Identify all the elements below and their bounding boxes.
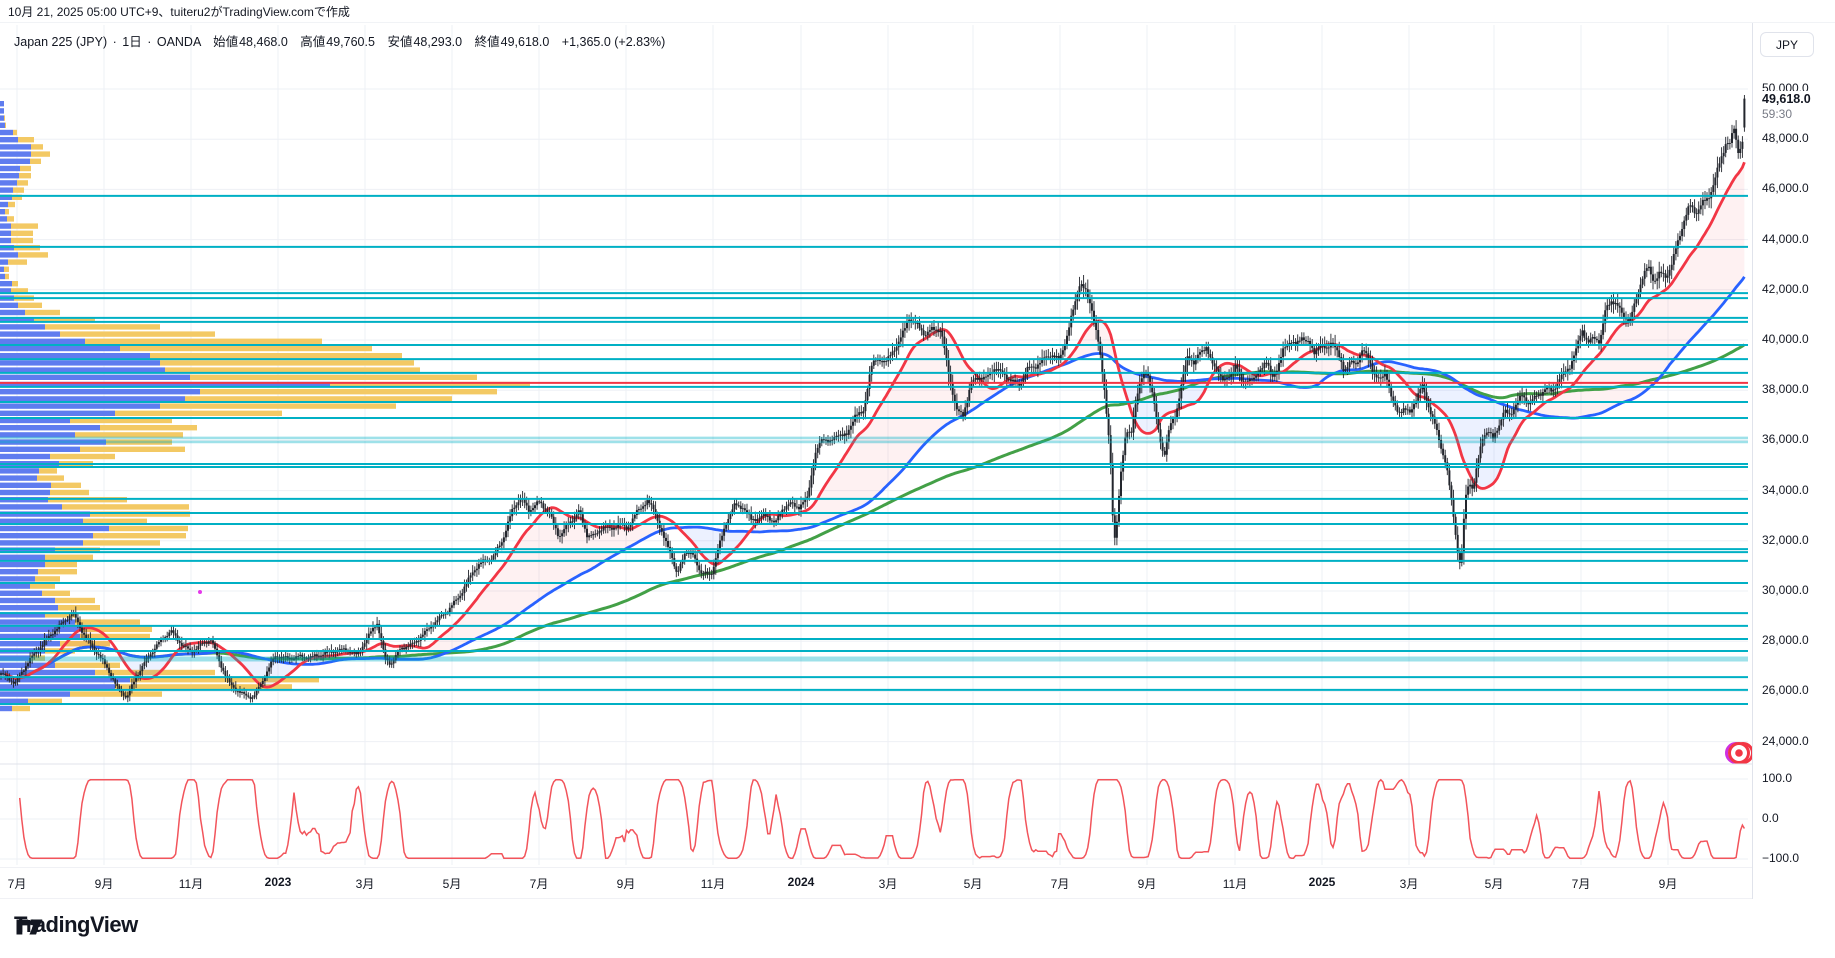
tradingview-logo[interactable]: TradingView: [14, 912, 138, 938]
time-axis-label: 9月: [1658, 877, 1678, 891]
oscillator-tick: 0.0: [1762, 811, 1779, 825]
oscillator-line: [18, 778, 1746, 859]
time-axis-label: 11月: [700, 877, 726, 891]
price-tick: 24,000.0: [1762, 733, 1809, 748]
chart-legend: Japan 225 (JPY) · 1日 · OANDA 始値48,468.0 …: [14, 31, 665, 50]
ma-mid-line: [6, 276, 1746, 680]
magenta-dot-marker: [198, 590, 202, 594]
support-resistance-levels: [0, 194, 1748, 705]
price-tick: 28,000.0: [1762, 633, 1809, 648]
chart-widget: Japan 225 (JPY) · 1日 · OANDA 始値48,468.0 …: [0, 22, 1835, 899]
legend-separator: ·: [147, 35, 152, 49]
price-tick: 46,000.0: [1762, 181, 1809, 196]
price-tick: 38,000.0: [1762, 382, 1809, 397]
ma-slow-line: [8, 343, 1746, 680]
oscillator-pane: [18, 778, 1746, 859]
time-axis-label: 3月: [355, 877, 375, 891]
last-price-label: 49,618.0 59:30: [1759, 91, 1814, 122]
time-axis-label: 5月: [1484, 877, 1504, 891]
price-tick: 42,000.0: [1762, 281, 1809, 296]
attribution-text: 10月 21, 2025 05:00 UTC+9、tuiteru2がTradin…: [8, 5, 350, 19]
time-axis-label: 9月: [616, 877, 636, 891]
ma-cloud: [1, 162, 1745, 688]
price-plot-svg[interactable]: [0, 23, 1835, 899]
legend-separator: ·: [112, 35, 117, 49]
time-axis-label: 2024: [787, 875, 815, 889]
time-axis[interactable]: 7月 9月 11月 2023 3月 5月 7月 9月 11月 2024 3月 5月 7月 9月 11月 202…: [0, 868, 1835, 898]
price-tick: 40,000.0: [1762, 332, 1809, 346]
close-field: 終値49,618.0: [474, 35, 550, 49]
time-axis-label: 2025: [1308, 875, 1336, 889]
high-field: 高値49,760.5: [300, 35, 375, 49]
oscillator-tick: 100.0: [1762, 771, 1793, 785]
low-field: 安値48,293.0: [387, 35, 463, 49]
price-tick: 32,000.0: [1762, 532, 1809, 547]
time-axis-label: 7月: [1050, 877, 1070, 891]
time-axis-label: 5月: [442, 877, 462, 891]
price-tick: 26,000.0: [1762, 683, 1809, 698]
time-axis-label: 9月: [1137, 877, 1157, 891]
price-axis[interactable]: JPY 49,618.0 59:30 50,000.0 48,000.0 46,00…: [1752, 23, 1835, 899]
price-tick: 44,000.0: [1762, 231, 1809, 246]
price-tick: 30,000.0: [1762, 583, 1809, 597]
price-tick: 34,000.0: [1762, 482, 1809, 497]
ma-fast-line: [4, 161, 1746, 689]
time-axis-label: 11月: [1222, 877, 1248, 891]
time-axis-label: 9月: [94, 877, 114, 891]
volume-profile: [0, 101, 530, 712]
time-axis-label: 3月: [878, 877, 898, 891]
symbol-title[interactable]: Japan 225 (JPY): [14, 35, 108, 49]
bar-countdown: 59:30: [1762, 107, 1793, 121]
time-axis-label: 2023: [264, 875, 292, 889]
exchange-label: OANDA: [156, 35, 201, 49]
price-tick: 48,000.0: [1762, 131, 1809, 146]
change-value: +1,365.0 (+2.83%): [561, 35, 666, 49]
last-price-value: 49,618.0: [1762, 92, 1811, 106]
open-field: 始値48,468.0: [213, 35, 288, 49]
time-axis-label: 11月: [178, 877, 204, 891]
currency-button[interactable]: JPY: [1760, 32, 1814, 57]
oscillator-tick: −100.0: [1762, 851, 1800, 865]
time-axis-label: 7月: [7, 877, 27, 891]
tradingview-logo-icon: [16, 919, 43, 935]
chart-canvas[interactable]: [0, 23, 1835, 899]
time-axis-label: 5月: [963, 877, 983, 891]
bullseye-marker[interactable]: [1725, 742, 1754, 764]
time-axis-label: 7月: [529, 877, 549, 891]
interval-label[interactable]: 1日: [122, 35, 142, 49]
time-axis-label: 3月: [1399, 877, 1419, 891]
price-tick: 36,000.0: [1762, 432, 1809, 447]
time-axis-label: 7月: [1571, 877, 1591, 891]
